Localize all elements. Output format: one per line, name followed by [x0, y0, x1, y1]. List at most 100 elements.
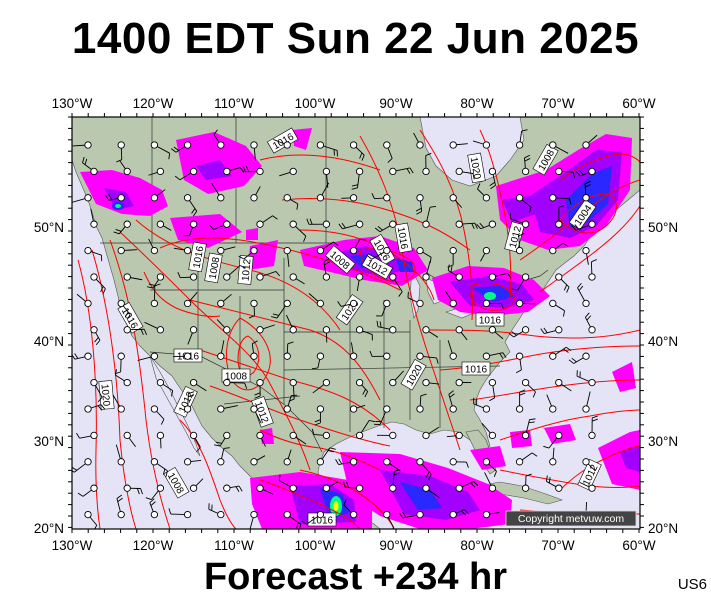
wind-station [189, 431, 201, 453]
wind-station [422, 326, 439, 338]
wind-station [341, 194, 358, 202]
wind-station [301, 510, 325, 525]
wind-station [316, 141, 338, 157]
wind-station [449, 194, 463, 208]
wind-station [168, 508, 192, 519]
wind-station [549, 447, 557, 466]
wind-station [355, 420, 376, 440]
wind-station [416, 246, 432, 264]
isobar-label: 1016 [461, 361, 491, 376]
wind-station [250, 141, 258, 162]
lat-label: 30°N [648, 434, 678, 449]
svg-text:1008: 1008 [225, 372, 248, 383]
wind-station [170, 141, 192, 153]
wind-station [144, 321, 165, 334]
wind-station [521, 418, 536, 440]
lon-labels-bottom: 130°W 120°W 110°W 100°W 90°W 80°W 70°W 6… [52, 538, 656, 553]
wind-station [306, 218, 331, 228]
wind-station [389, 167, 414, 176]
wind-station [76, 293, 92, 308]
lon-label: 90°W [379, 96, 412, 111]
svg-text:1016: 1016 [192, 245, 207, 269]
isobar-label: 1020 [467, 152, 486, 184]
wind-station [271, 299, 291, 319]
wind-station [375, 299, 391, 317]
wind-station [588, 415, 598, 440]
wind-station [183, 292, 198, 308]
wind-station [213, 129, 225, 149]
wind-station [149, 498, 159, 519]
wind-station [123, 273, 143, 281]
wind-station [338, 220, 364, 230]
wind-station [349, 342, 358, 360]
lat-label: 40°N [34, 334, 64, 349]
wind-station [377, 431, 397, 440]
isobar-label: 1012 [237, 255, 254, 285]
lon-label: 90°W [379, 538, 412, 553]
wind-station [508, 326, 530, 338]
wind-station [371, 193, 391, 202]
lon-label: 100°W [295, 96, 336, 111]
lat-label: 20°N [34, 521, 64, 536]
wind-station [374, 405, 391, 426]
lon-label: 110°W [214, 96, 254, 111]
lon-label: 60°W [622, 96, 655, 111]
wind-station [105, 194, 125, 202]
wind-station [156, 431, 165, 449]
wind-station [150, 189, 166, 202]
wind-station [482, 352, 507, 360]
wind-station [183, 458, 202, 466]
wind-station [250, 455, 266, 466]
wind-station [174, 167, 198, 181]
wind-station [588, 259, 598, 281]
wind-station [488, 326, 504, 340]
wind-station [349, 404, 366, 413]
wind-station [515, 352, 524, 374]
wind-station [289, 220, 307, 242]
wind-station [256, 270, 281, 281]
wind-station [123, 326, 148, 336]
wind-station [273, 139, 291, 149]
copyright-badge: Copyright metvuw.com [505, 510, 637, 527]
wind-station [117, 299, 131, 320]
wind-station [283, 510, 302, 529]
wind-station [115, 444, 125, 466]
wind-station [217, 447, 230, 466]
copyright-text: Copyright metvuw.com [518, 513, 624, 525]
wind-station [521, 154, 531, 176]
wind-station [521, 378, 536, 398]
wind-station [355, 326, 373, 341]
wind-station [568, 352, 590, 364]
wind-station [150, 405, 165, 425]
wind-station [312, 378, 331, 394]
wind-station [216, 319, 231, 334]
wind-station [449, 509, 469, 519]
wind-station [549, 194, 572, 205]
wind-station [250, 405, 262, 424]
wind-station [477, 183, 491, 202]
wind-station [510, 212, 530, 228]
wind-station [455, 167, 475, 180]
wind-station [223, 265, 246, 281]
wind-station [481, 423, 497, 440]
wind-station [355, 273, 364, 291]
lat-label: 20°N [648, 521, 678, 536]
wind-station [209, 220, 231, 230]
isobar-label: 1020 [98, 380, 115, 410]
wind-station [322, 258, 331, 281]
wind-station [488, 167, 497, 190]
wind-station [217, 340, 225, 360]
wind-station [543, 431, 563, 449]
wind-station [488, 272, 512, 281]
wind-station [137, 352, 159, 361]
wind-station [555, 273, 570, 293]
wind-station [123, 431, 136, 448]
wind-station [416, 458, 432, 480]
lon-label: 120°W [133, 96, 174, 111]
wind-station [515, 129, 528, 149]
wind-station [90, 273, 106, 295]
wind-station [289, 273, 305, 285]
lon-label: 120°W [133, 538, 174, 553]
wind-station [114, 369, 131, 387]
wind-station [256, 431, 266, 447]
